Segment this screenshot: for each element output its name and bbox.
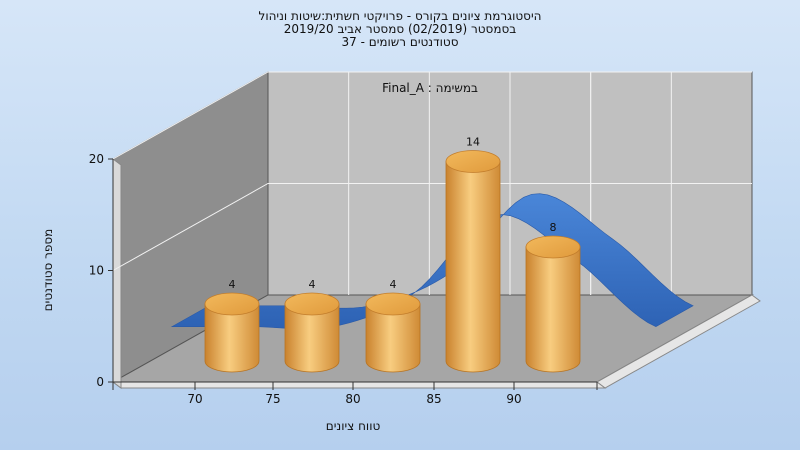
chart-axes: 0 10 20 70 75 80 85 90 <box>89 152 598 406</box>
y-tick-label: 20 <box>89 152 104 166</box>
bar-value-label: 4 <box>390 278 397 291</box>
bar-top <box>204 292 260 316</box>
bar-top <box>445 150 501 173</box>
bar-value-label: 4 <box>229 278 236 291</box>
chart-left-edge <box>112 158 122 389</box>
y-axis-title: מספר סטודנטים <box>41 229 55 312</box>
bar-body <box>204 303 260 373</box>
bar: 14 <box>445 136 501 373</box>
bar-value-label: 14 <box>466 136 480 149</box>
chart-title-line-3: סטודנטים רשומים - 37 <box>341 35 459 49</box>
bar-body <box>445 161 501 373</box>
bar-body <box>284 303 340 373</box>
x-axis-title: טווח ציונים <box>326 419 381 433</box>
x-tick-label: 80 <box>345 392 360 406</box>
x-tick-label: 85 <box>426 392 441 406</box>
bar-top <box>365 292 421 316</box>
bar: 8 <box>525 221 581 373</box>
bar-body <box>365 303 421 373</box>
chart-title-line-2: בסמסטר (02/2019) סמסטר אביב 2019/20 <box>283 22 517 36</box>
x-tick-label: 75 <box>265 392 280 406</box>
bar-top <box>284 292 340 316</box>
y-tick-label: 0 <box>96 375 104 389</box>
bar-value-label: 8 <box>550 221 557 234</box>
bar: 4 <box>204 278 260 373</box>
task-label: במשימה : Final_A <box>382 81 478 95</box>
bar: 4 <box>365 278 421 373</box>
bar-series: 4 4 4 14 8 <box>204 136 581 373</box>
bar-value-label: 4 <box>309 278 316 291</box>
chart-title-block: היסטוגרמת ציונים בקורס - פרויקטי חשתית:ש… <box>0 10 800 49</box>
bar-top <box>525 235 581 259</box>
x-tick-label: 70 <box>187 392 202 406</box>
y-tick-label: 10 <box>89 264 104 278</box>
x-tick-label: 90 <box>506 392 521 406</box>
bar: 4 <box>284 278 340 373</box>
chart-front-edge <box>111 381 607 389</box>
chart-title-line-1: היסטוגרמת ציונים בקורס - פרויקטי חשתית:ש… <box>258 9 542 23</box>
bar-body <box>525 246 581 373</box>
